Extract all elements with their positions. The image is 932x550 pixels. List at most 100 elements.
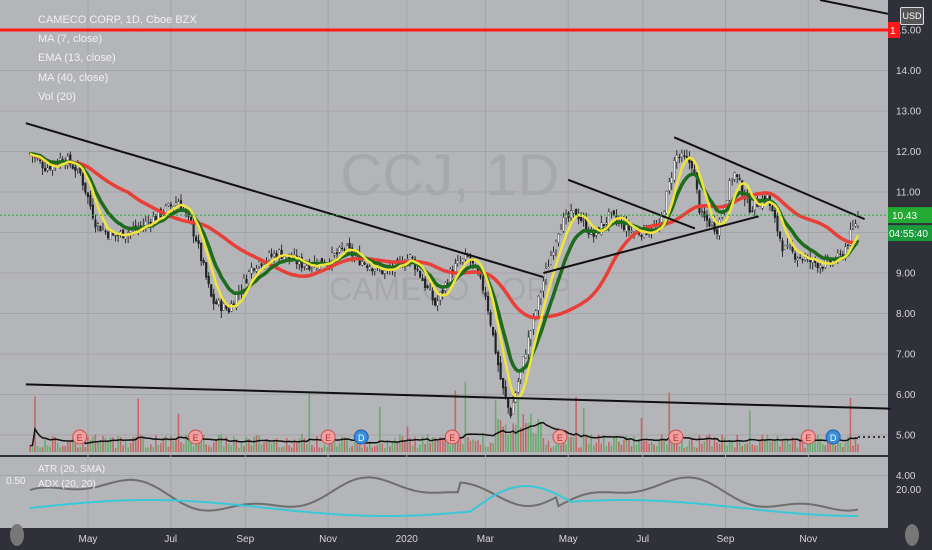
candle-body	[36, 158, 39, 160]
legend-vol[interactable]: Vol (20)	[38, 90, 76, 103]
volume-bar	[240, 442, 243, 452]
candle-body	[738, 178, 741, 180]
volume-bar	[366, 446, 369, 452]
candle-body	[260, 263, 263, 266]
volume-bar	[492, 443, 494, 452]
volume-bar	[180, 442, 182, 452]
volume-bar	[570, 436, 572, 452]
volume-bar	[844, 442, 847, 452]
legend-ma7[interactable]: MA (7, close)	[38, 33, 103, 46]
volume-bar	[605, 445, 608, 452]
volume-bar	[806, 440, 809, 452]
volume-bar	[625, 435, 628, 452]
candle-body	[371, 268, 374, 272]
volume-bar	[464, 381, 467, 452]
time-tick-label: Mar	[477, 534, 495, 545]
candle-body	[94, 219, 97, 228]
candle-body	[242, 278, 245, 290]
volume-bar	[829, 439, 832, 452]
candle-body	[202, 260, 205, 263]
candle-body	[542, 281, 545, 292]
candle-body	[124, 235, 127, 240]
candle-body	[91, 204, 94, 219]
candle-body	[257, 261, 261, 267]
time-tick-label: Nov	[319, 534, 337, 545]
candle-body	[429, 289, 432, 291]
event-marker	[444, 429, 460, 445]
candle-body	[245, 279, 248, 284]
volume-bar	[336, 446, 338, 452]
volume-bar	[580, 447, 582, 452]
volume-bar	[404, 442, 406, 452]
volume-bar	[681, 436, 683, 452]
volume-bar	[167, 446, 170, 452]
candle-body	[250, 267, 253, 274]
volume-bar	[537, 419, 540, 452]
volume-bar	[280, 447, 283, 452]
candle-body	[44, 168, 47, 171]
candle-body	[255, 268, 258, 272]
legend-ema13[interactable]: EMA (13, close)	[38, 52, 116, 65]
candle-body	[675, 154, 678, 163]
candle-body	[46, 167, 49, 171]
volume-bar	[117, 435, 119, 452]
volume-bar	[597, 434, 600, 452]
candle-body	[81, 173, 84, 186]
volume-ma-line	[29, 421, 888, 447]
price-axis: 15.0014.0013.0012.0011.0010.009.008.007.…	[888, 22, 932, 496]
volume-bars	[29, 381, 859, 452]
volume-bar	[756, 445, 759, 452]
volume-bar	[743, 444, 746, 452]
volume-bar	[197, 442, 200, 452]
time-tick-label: 2020	[396, 534, 419, 545]
volume-bar	[122, 445, 124, 452]
countdown-label-bg	[888, 225, 932, 242]
candle-body	[71, 165, 74, 169]
legend-symbol[interactable]: CAMECO CORP, 1D, Cboe BZX	[38, 14, 197, 26]
candle-body	[605, 222, 608, 225]
legend-adx[interactable]: ADX (20, 20)	[38, 479, 96, 490]
volume-bar	[628, 439, 630, 452]
volume-bar	[847, 436, 849, 452]
candle-body	[366, 265, 369, 268]
candle-body	[434, 298, 437, 306]
volume-bar	[34, 396, 36, 452]
candle-body	[786, 245, 789, 247]
volume-bar	[150, 444, 152, 452]
candle-body	[205, 262, 208, 278]
volume-bar	[746, 443, 749, 452]
candle-body	[507, 398, 510, 408]
legend-ma40[interactable]: MA (40, close)	[38, 71, 109, 84]
candle-body	[217, 300, 220, 305]
volume-bar	[414, 436, 416, 452]
volume-bar	[839, 442, 842, 452]
volume-bar	[338, 442, 341, 452]
candle-body	[489, 312, 492, 326]
volume-bar	[127, 447, 129, 452]
volume-bar	[703, 441, 706, 452]
volume-bar	[74, 443, 77, 452]
candle-body	[716, 229, 719, 234]
candle-body	[348, 242, 351, 249]
volume-bar	[220, 434, 223, 452]
scroll-right-handle[interactable]	[905, 524, 919, 546]
volume-bar	[467, 437, 469, 452]
volume-bar	[165, 435, 167, 452]
candle-body	[509, 408, 512, 417]
volume-bar	[361, 447, 364, 452]
candle-body	[441, 289, 444, 293]
volume-bar	[94, 434, 97, 452]
scroll-left-handle[interactable]	[10, 524, 24, 546]
candle-body	[252, 268, 256, 271]
volume-bar	[519, 427, 522, 452]
candle-body	[547, 266, 550, 269]
volume-bar	[56, 442, 59, 452]
legend-atr[interactable]: ATR (20, SMA)	[38, 464, 106, 475]
time-axis-background	[0, 528, 932, 550]
candle-body	[575, 209, 578, 216]
volume-bar	[575, 396, 577, 452]
candle-body	[851, 226, 855, 229]
currency-button[interactable]: USD	[900, 7, 924, 25]
candle-body	[305, 265, 308, 269]
